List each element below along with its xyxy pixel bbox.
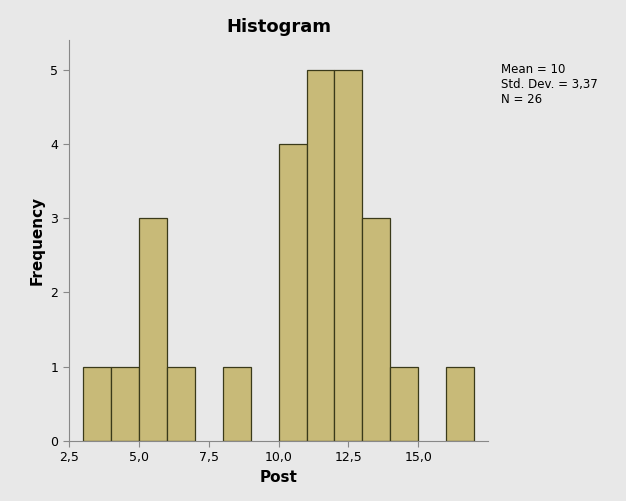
X-axis label: Post: Post xyxy=(260,470,297,485)
Bar xyxy=(167,367,195,441)
Bar xyxy=(446,367,475,441)
Bar xyxy=(223,367,250,441)
Title: Histogram: Histogram xyxy=(226,18,331,36)
Bar xyxy=(139,218,167,441)
Bar xyxy=(111,367,139,441)
Text: Mean = 10
Std. Dev. = 3,37
N = 26: Mean = 10 Std. Dev. = 3,37 N = 26 xyxy=(501,63,598,106)
Bar xyxy=(334,70,362,441)
Bar xyxy=(83,367,111,441)
Bar xyxy=(362,218,391,441)
Bar xyxy=(279,144,307,441)
Y-axis label: Frequency: Frequency xyxy=(30,196,45,285)
Bar xyxy=(307,70,334,441)
Bar xyxy=(391,367,418,441)
